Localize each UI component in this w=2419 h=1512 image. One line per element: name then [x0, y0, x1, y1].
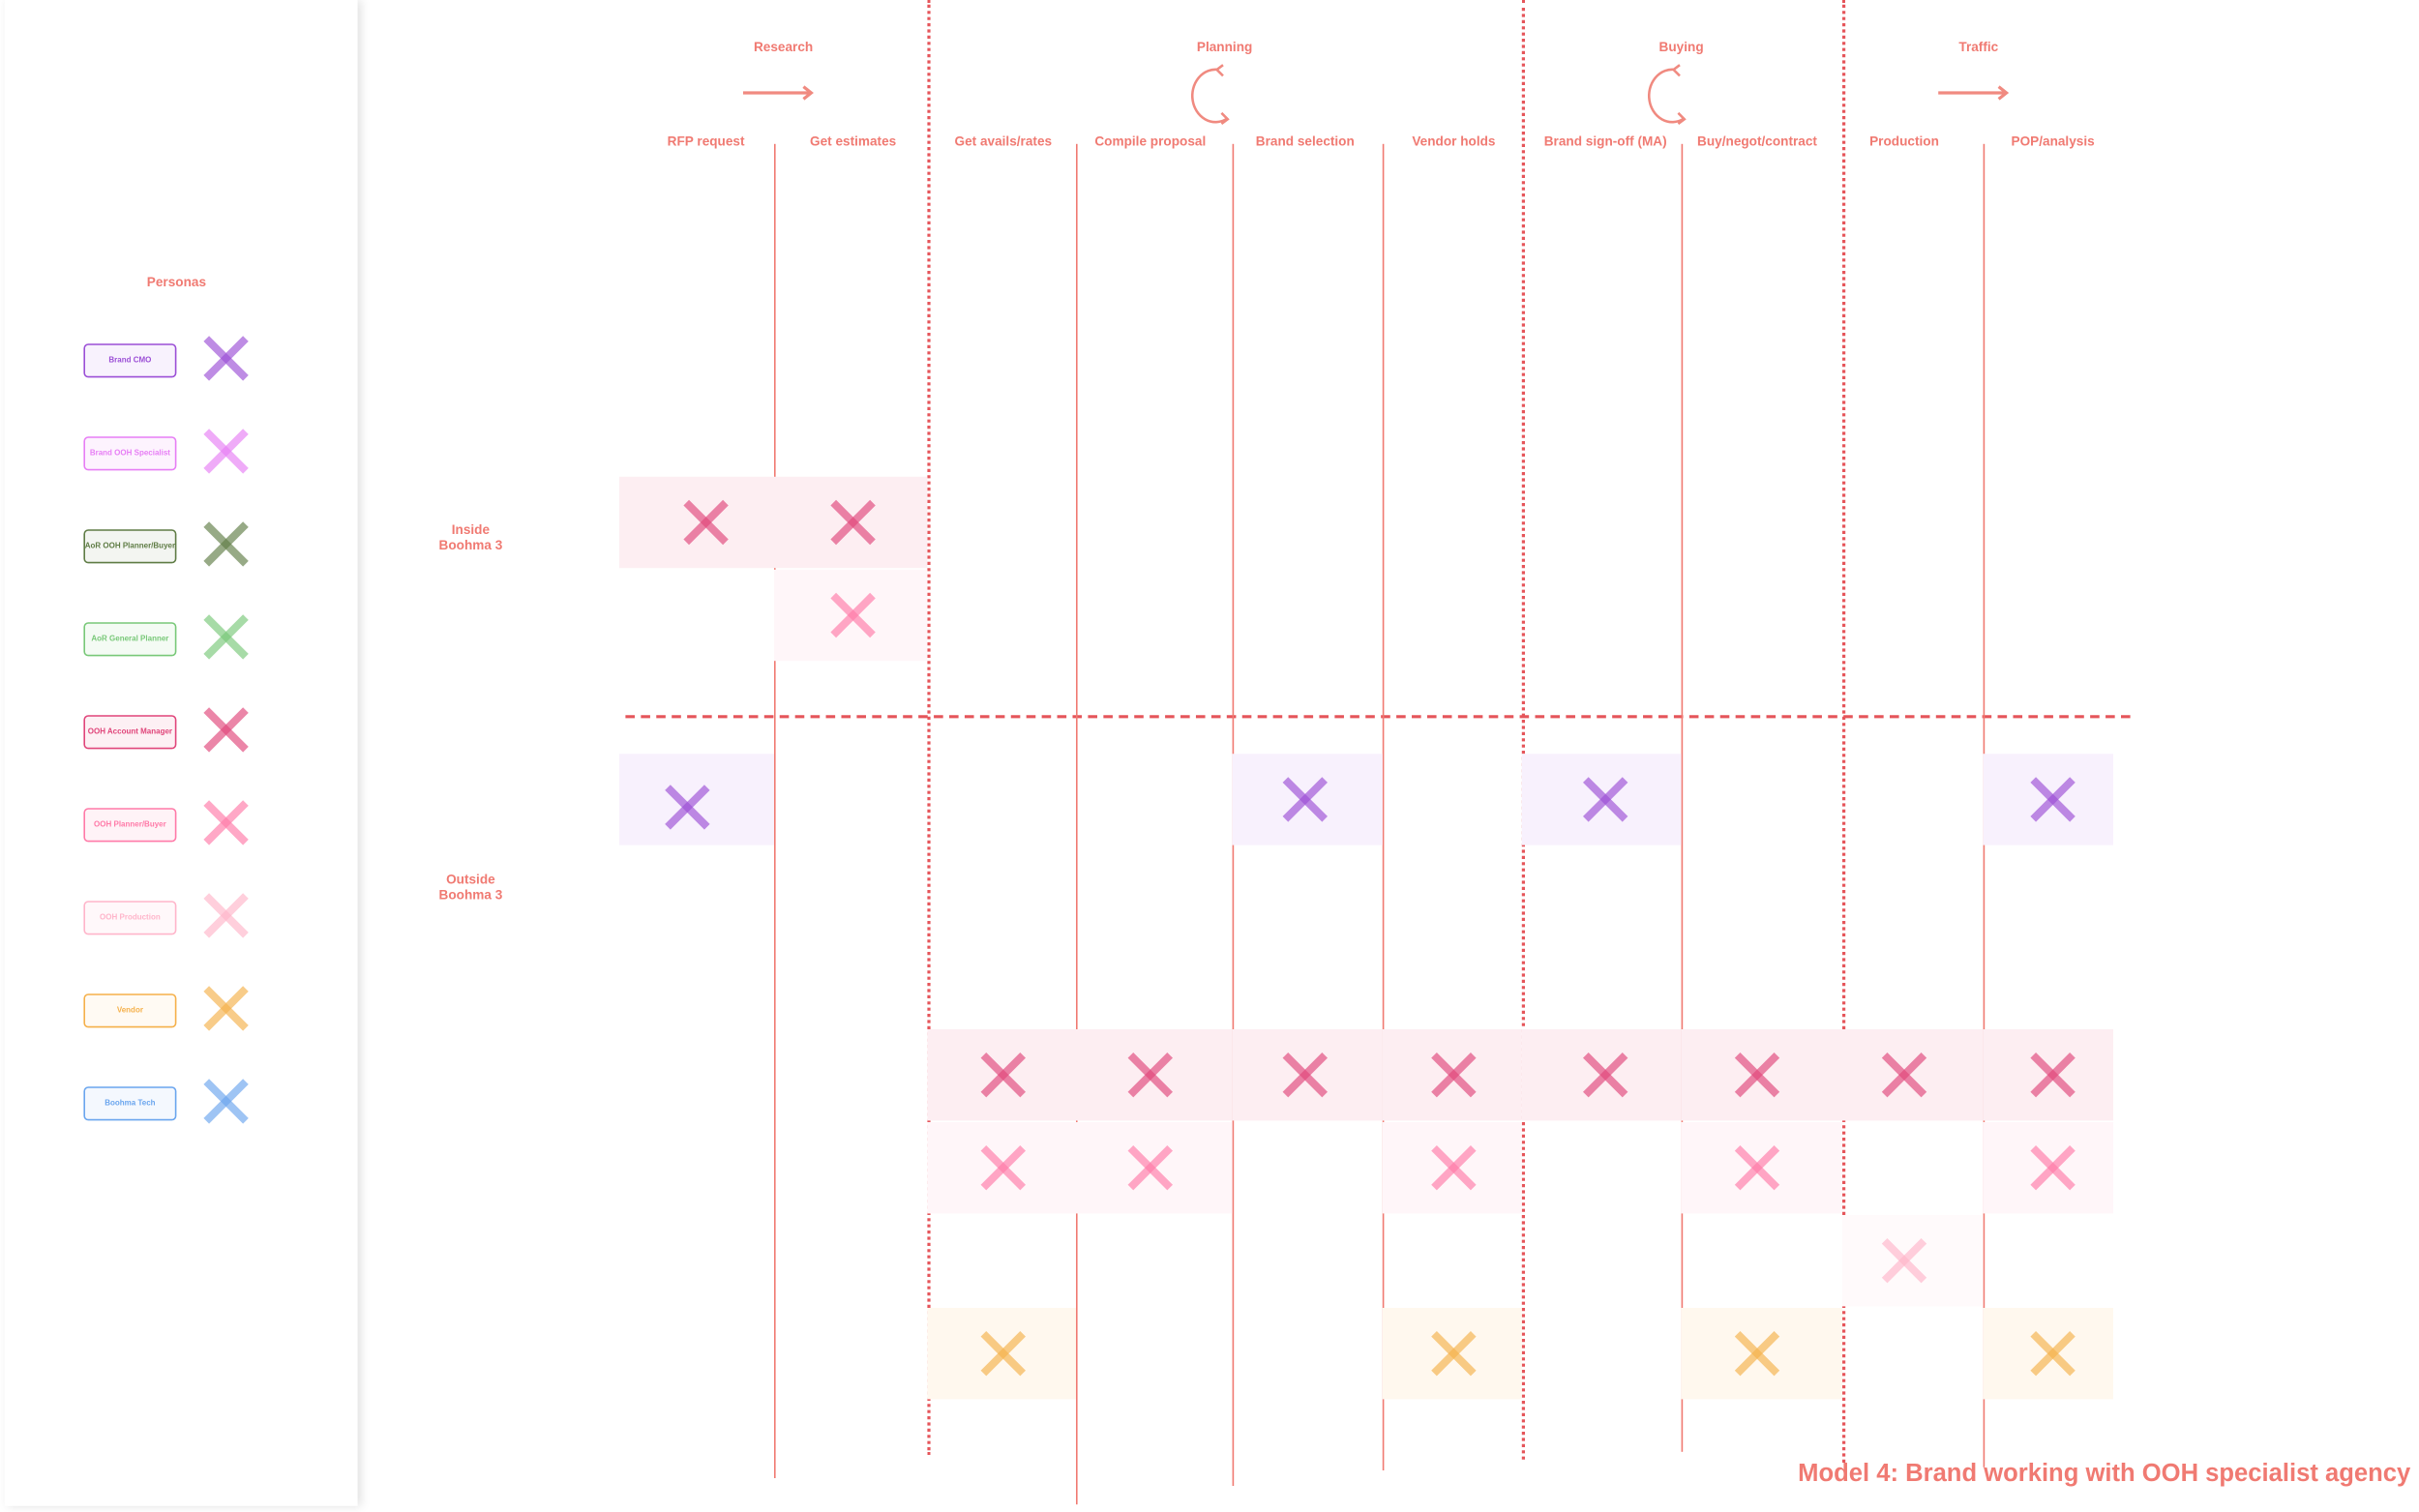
- cycle-icon: [1190, 64, 1230, 126]
- step-label: POP/analysis: [2011, 133, 2095, 149]
- arrow-right-icon: [742, 85, 814, 101]
- persona-x-marker: [1734, 1331, 1780, 1378]
- persona-x-marker: [683, 500, 730, 547]
- persona-x-marker: [203, 429, 250, 475]
- personas-title: Personas: [146, 274, 207, 290]
- step-label: Brand sign-off (MA): [1543, 133, 1667, 149]
- cycle-icon: [1647, 64, 1687, 126]
- persona-x-marker: [1282, 777, 1329, 823]
- persona-chip: AoR OOH Planner/Buyer: [83, 529, 177, 564]
- persona-x-marker: [1430, 1331, 1477, 1378]
- phase-label: Buying: [1658, 39, 1704, 54]
- persona-x-marker: [2030, 777, 2076, 823]
- phase-divider: [1521, 0, 1525, 1460]
- persona-x-marker: [203, 614, 250, 661]
- persona-x-marker: [1734, 1052, 1780, 1099]
- persona-x-marker: [1282, 1052, 1329, 1099]
- persona-x-marker: [1582, 777, 1628, 823]
- persona-x-marker: [203, 800, 250, 846]
- step-label: Production: [1869, 133, 1939, 149]
- persona-chip: Vendor: [83, 993, 177, 1028]
- persona-x-marker: [830, 593, 877, 639]
- step-label: Compile proposal: [1094, 133, 1207, 149]
- persona-x-marker: [203, 893, 250, 939]
- persona-x-marker: [2030, 1052, 2076, 1099]
- step-label: Get avails/rates: [954, 133, 1053, 149]
- persona-x-marker: [1127, 1145, 1174, 1192]
- zone-outside-label: Outside Boohma 3: [438, 871, 503, 903]
- phase-label: Research: [753, 39, 814, 54]
- step-divider: [1382, 143, 1385, 1470]
- persona-x-marker: [2030, 1145, 2076, 1192]
- persona-x-marker: [980, 1052, 1027, 1099]
- step-divider: [774, 143, 776, 1478]
- persona-x-marker: [203, 1079, 250, 1125]
- persona-chip: Brand CMO: [83, 343, 177, 378]
- persona-chip: Boohma Tech: [83, 1086, 177, 1121]
- step-label: Get estimates: [810, 133, 897, 149]
- persona-chip: Brand OOH Specialist: [83, 436, 177, 471]
- persona-chip: OOH Production: [83, 901, 177, 935]
- step-label: Vendor holds: [1412, 133, 1496, 149]
- persona-x-marker: [980, 1145, 1027, 1192]
- persona-chip: OOH Account Manager: [83, 715, 177, 750]
- zone-inside-label: Inside Boohma 3: [438, 521, 503, 553]
- persona-x-marker: [1881, 1052, 1927, 1099]
- persona-chip: OOH Planner/Buyer: [83, 808, 177, 843]
- personas-panel: Personas: [4, 0, 358, 1506]
- phase-label: Traffic: [1958, 39, 1999, 54]
- persona-x-marker: [203, 707, 250, 754]
- step-label: Brand selection: [1255, 133, 1355, 149]
- step-label: RFP request: [667, 133, 745, 149]
- step-label: Buy/negot/contract: [1697, 133, 1817, 149]
- persona-x-marker: [1582, 1052, 1628, 1099]
- persona-x-marker: [203, 336, 250, 382]
- step-divider: [1681, 143, 1684, 1452]
- persona-x-marker: [1430, 1052, 1477, 1099]
- persona-x-marker: [203, 521, 250, 568]
- persona-x-marker: [1881, 1238, 1927, 1285]
- persona-x-marker: [203, 986, 250, 1032]
- persona-x-marker: [1127, 1052, 1174, 1099]
- phase-divider: [1842, 0, 1846, 1463]
- persona-x-marker: [664, 785, 710, 831]
- persona-x-marker: [2030, 1331, 2076, 1378]
- arrow-right-icon: [1938, 85, 2010, 101]
- phase-label: Planning: [1196, 39, 1253, 54]
- phase-divider: [927, 0, 931, 1455]
- step-divider: [1076, 143, 1078, 1505]
- persona-x-marker: [1734, 1145, 1780, 1192]
- persona-x-marker: [830, 500, 877, 547]
- persona-x-marker: [980, 1331, 1027, 1378]
- persona-x-marker: [1430, 1145, 1477, 1192]
- persona-chip: AoR General Planner: [83, 622, 177, 657]
- diagram-title: Model 4: Brand working with OOH speciali…: [1798, 1461, 2411, 1488]
- zone-divider: [625, 715, 2131, 719]
